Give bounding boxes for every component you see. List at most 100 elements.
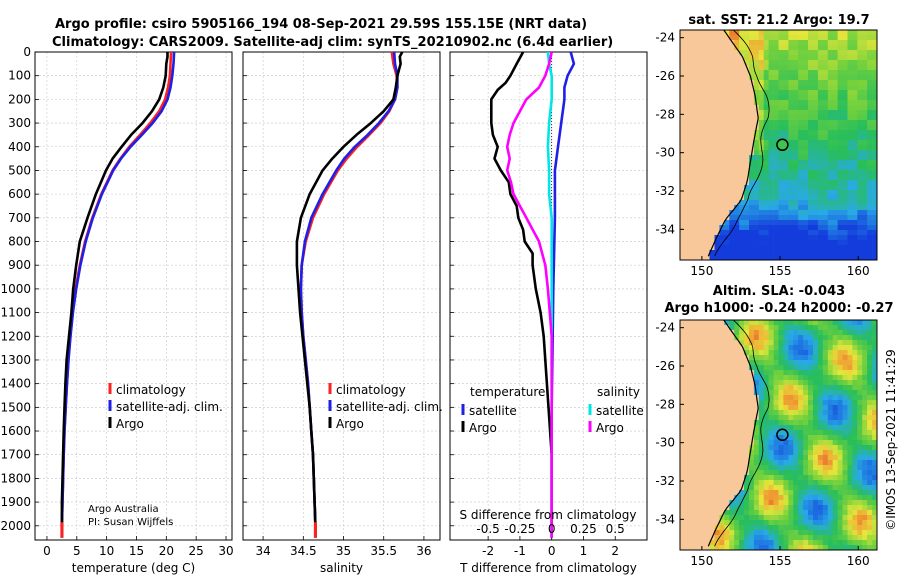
depth-tick-label: 600 [8, 187, 31, 201]
legend-label: Argo [596, 421, 624, 435]
map-ytick-label: -26 [655, 359, 675, 373]
coastline [707, 30, 759, 257]
sal-xtick-label: 34 [255, 544, 270, 558]
legend-label: Argo [336, 417, 364, 431]
series-satellite-adj-clim- [60, 52, 176, 538]
map-ytick-label: -28 [655, 107, 675, 121]
series-temperature-argo [489, 52, 554, 538]
sal-xtick-label: 36 [416, 544, 431, 558]
depth-tick-label: 1400 [0, 377, 31, 391]
map-ytick-label: -26 [655, 69, 675, 83]
series-climatology [60, 52, 173, 538]
annotation-line1: Argo Australia [88, 504, 159, 515]
credit-text: ©IMOS 13-Sep-2021 11:41:29 [884, 349, 898, 531]
temp-xtick-label: 30 [218, 544, 233, 558]
depth-tick-label: 100 [8, 69, 31, 83]
sal-xlabel: salinity [320, 561, 363, 575]
sal-xtick-label: 35 [336, 544, 351, 558]
map-xtick-label: 155 [769, 264, 792, 278]
series-salinity-argo [505, 52, 554, 538]
sal-series-group [295, 52, 404, 538]
map-ytick-label: -30 [655, 146, 675, 160]
figure-title-line2: Climatology: CARS2009. Satellite-adj cli… [52, 35, 613, 50]
diff-xtick-label: -1 [514, 544, 526, 558]
sal-axes-frame [242, 51, 441, 541]
legend-label: satellite [469, 404, 517, 418]
depth-tick-label: 1300 [0, 353, 31, 367]
depth-tick-label: 1100 [0, 306, 31, 320]
depth-tick-label: 800 [8, 235, 31, 249]
map-xtick-label: 150 [690, 264, 713, 278]
salinity-panel: 34 34.5 35 35.5 36 salinity climatology satelli… [242, 51, 443, 575]
argo-position-marker[interactable] [776, 428, 789, 442]
series-argo [295, 52, 404, 538]
series-satellite-adj-clim- [299, 52, 399, 538]
difference-panel: -2 -1 0 1 2 T difference from climatology temp… [449, 51, 648, 575]
coastline [707, 320, 759, 547]
legend-temperature-title: temperature [470, 385, 545, 399]
temperature-panel: 0 5 10 15 20 25 300100200300400500600700800900… [0, 45, 233, 575]
diff-xlabel: T difference from climatology [459, 561, 637, 575]
legend-label: climatology [336, 383, 406, 397]
diff-s-tick-label: 0.5 [606, 522, 625, 536]
temp-xtick-label: 15 [129, 544, 144, 558]
diff-xtick-label: 0 [548, 544, 556, 558]
map-xtick-label: 150 [690, 554, 713, 568]
depth-tick-label: 500 [8, 163, 31, 177]
isobath-contour [714, 30, 770, 257]
series-climatology [299, 52, 399, 538]
map-xtick-label: 155 [769, 554, 792, 568]
depth-tick-label: 1600 [0, 424, 31, 438]
series-argo [60, 52, 169, 538]
temp-xtick-label: 5 [73, 544, 81, 558]
diff-s-tick-label: -0.25 [504, 522, 535, 536]
legend-label: climatology [116, 383, 186, 397]
depth-tick-label: 1800 [0, 471, 31, 485]
temp-xtick-label: 25 [189, 544, 204, 558]
annotation-line2: PI: Susan Wijffels [88, 517, 173, 528]
diff-s-axis-label: S difference from climatology [460, 508, 637, 522]
map-xtick-label: 160 [847, 264, 870, 278]
diff-xtick-label: 2 [611, 544, 619, 558]
depth-tick-label: 1000 [0, 282, 31, 296]
legend-label: Argo [116, 417, 144, 431]
figure-title-line1: Argo profile: csiro 5905166_194 08-Sep-2… [55, 17, 587, 32]
depth-tick-label: 0 [23, 45, 31, 59]
sal-xtick-label: 34.5 [290, 544, 317, 558]
legend-label: Argo [469, 421, 497, 435]
sal-xtick-label: 35.5 [370, 544, 397, 558]
temp-series-group [60, 52, 176, 538]
map-ytick-label: -32 [655, 474, 675, 488]
depth-tick-label: 1200 [0, 329, 31, 343]
temp-xtick-label: 0 [43, 544, 51, 558]
temp-xtick-label: 20 [159, 544, 174, 558]
map-ytick-label: -32 [655, 184, 675, 198]
legend-label: satellite [596, 404, 644, 418]
depth-tick-label: 1700 [0, 448, 31, 462]
depth-tick-label: 1500 [0, 400, 31, 414]
argo-position-marker[interactable] [776, 138, 789, 152]
temp-axes-frame [34, 51, 233, 541]
map-ytick-label: -24 [655, 321, 675, 335]
temp-xtick-label: 10 [99, 544, 114, 558]
depth-tick-label: 1900 [0, 495, 31, 509]
map-ytick-label: -28 [655, 397, 675, 411]
legend-salinity-title: salinity [597, 385, 640, 399]
sst-map-frame [679, 29, 878, 261]
series-temperature-satellite [550, 52, 576, 538]
depth-tick-label: 900 [8, 258, 31, 272]
sla-map-frame [679, 319, 878, 551]
map-ytick-label: -30 [655, 436, 675, 450]
depth-tick-label: 200 [8, 92, 31, 106]
diff-series-group [489, 52, 576, 538]
diff-xtick-label: 1 [580, 544, 588, 558]
diff-s-tick-label: -0.5 [476, 522, 499, 536]
legend-label: satellite-adj. clim. [336, 400, 443, 414]
legend-label: satellite-adj. clim. [116, 400, 223, 414]
sla-map: 150 155 160 -24 -26 -28 -30 -32 -34 [655, 319, 878, 568]
sst-map: 150 155 160 -24 -26 -28 -30 -32 -34 [655, 29, 878, 278]
sla-map-title-line2: Argo h1000: -0.24 h2000: -0.27 [664, 301, 893, 316]
map-ytick-label: -24 [655, 31, 675, 45]
diff-s-tick-label: 0 [548, 522, 556, 536]
